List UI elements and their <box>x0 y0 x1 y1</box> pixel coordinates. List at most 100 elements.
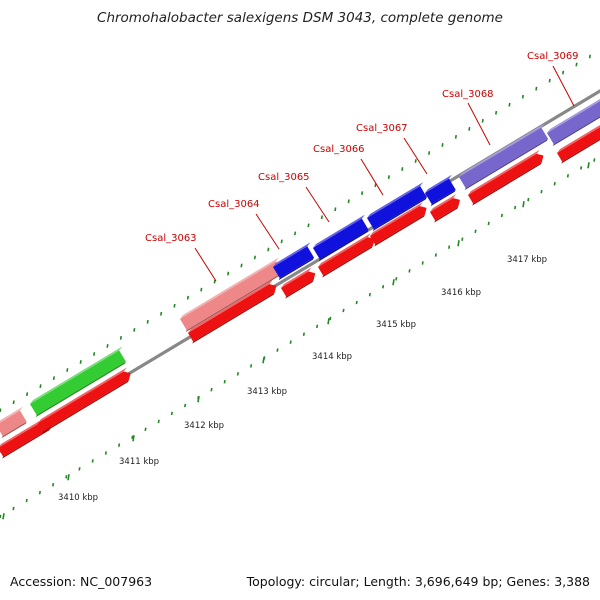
scale-tick <box>355 300 358 305</box>
scale-tick <box>289 340 292 344</box>
outer-tick <box>588 54 591 59</box>
gene-feature <box>180 261 283 331</box>
cds-feature-top <box>188 280 273 333</box>
scale-tick <box>91 459 94 463</box>
scale-label: 3413 kbp <box>247 387 287 397</box>
scale-tick <box>38 490 41 495</box>
scale-tick-major <box>262 357 265 364</box>
scale-tick <box>461 237 464 241</box>
scale-tick <box>104 451 107 455</box>
outer-tick <box>253 255 256 260</box>
cds-feature <box>188 284 277 342</box>
cds-feature-top <box>370 202 423 236</box>
scale-tick-major <box>392 279 395 286</box>
outer-tick <box>307 223 310 228</box>
cds-feature-shade <box>285 280 314 299</box>
scale-tick <box>131 435 134 439</box>
outer-tick <box>508 102 511 107</box>
scale-tick <box>144 427 147 432</box>
scale-tick <box>78 467 81 471</box>
gene-feature-top <box>313 214 365 248</box>
tick-layer <box>0 54 596 520</box>
outer-tick <box>468 126 471 131</box>
gene-feature-shade <box>185 272 283 333</box>
scale-tick <box>250 364 253 368</box>
backbone-line <box>0 89 600 453</box>
outer-tick <box>79 360 82 364</box>
gene-feature-top <box>180 257 280 319</box>
cds-feature-shade <box>322 245 373 278</box>
scale-tick <box>448 245 451 249</box>
scale-tick <box>342 308 345 313</box>
outer-tick <box>146 319 149 324</box>
gene-feature-shade <box>552 116 600 147</box>
gene-feature-shade <box>318 229 369 262</box>
scale-tick <box>170 411 173 416</box>
outer-tick <box>401 167 404 171</box>
scale-tick <box>12 506 15 511</box>
outer-tick <box>93 352 96 356</box>
outer-tick <box>186 295 189 300</box>
scale-tick <box>408 269 411 273</box>
cds-feature-shade <box>192 292 275 344</box>
scale-tick <box>223 380 226 384</box>
scale-label: 3414 kbp <box>312 352 352 362</box>
scale-tick <box>157 419 160 424</box>
outer-tick <box>495 110 498 115</box>
gene-feature <box>425 178 456 205</box>
outer-tick <box>575 62 578 67</box>
scale-tick <box>580 166 583 170</box>
scale-tick <box>593 158 596 162</box>
outer-tick <box>52 376 55 380</box>
outer-tick <box>280 239 283 244</box>
outer-tick <box>535 86 538 91</box>
scale-label: 3410 kbp <box>58 493 98 503</box>
outer-tick <box>160 311 163 316</box>
scale-tick-major <box>2 513 5 520</box>
cds-feature-top <box>468 149 540 195</box>
gene-feature <box>459 127 549 189</box>
scale-tick-major <box>457 240 460 247</box>
outer-tick <box>294 231 297 236</box>
scale-label: 3412 kbp <box>184 421 224 431</box>
gene-feature-shade <box>278 257 314 281</box>
gene-label-leader <box>305 186 330 223</box>
cds-feature <box>318 237 375 276</box>
scale-tick <box>487 221 490 226</box>
gene-label-leader <box>360 158 384 196</box>
scale-tick-major <box>197 396 200 403</box>
scale-tick <box>527 197 530 202</box>
cds-feature <box>281 271 316 297</box>
accession-text: Accession: NC_007963 <box>10 574 153 589</box>
cds-feature <box>468 153 544 204</box>
scale-tick <box>316 324 319 329</box>
scale-label: 3417 kbp <box>507 255 547 265</box>
scale-tick <box>52 482 55 487</box>
scale-tick-major <box>132 435 135 442</box>
scale-tick <box>65 475 68 479</box>
cds-feature <box>430 198 461 221</box>
gene-label: Csal_3069 <box>527 51 579 62</box>
outer-tick <box>173 303 176 308</box>
gene-feature <box>367 186 427 230</box>
outer-tick <box>454 135 457 139</box>
outer-tick <box>521 94 524 99</box>
gene-feature <box>273 246 314 279</box>
outer-tick <box>213 279 216 284</box>
scale-tick-major <box>522 201 525 208</box>
gene-feature <box>0 410 27 437</box>
cds-feature <box>370 206 427 245</box>
outer-tick <box>441 143 444 147</box>
outer-tick <box>481 118 484 123</box>
scale-tick <box>184 403 187 408</box>
outer-tick <box>334 207 337 212</box>
gene-feature <box>547 101 600 145</box>
outer-tick <box>320 215 323 220</box>
cds-feature-shade <box>374 214 425 247</box>
label-layer: 3410 kbp 3411 kbp 3412 kbp 3413 kbp 3414 kbp… <box>58 51 579 503</box>
outer-tick <box>200 287 203 292</box>
scale-tick <box>25 498 28 503</box>
gene-feature-top <box>425 174 453 193</box>
gene-label-leader <box>467 102 491 146</box>
gene-feature-shade <box>430 189 456 207</box>
